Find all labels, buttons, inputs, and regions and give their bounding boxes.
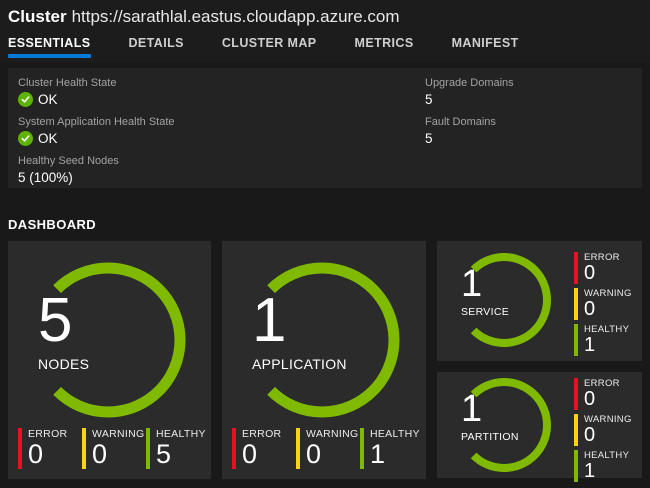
error-label: ERROR bbox=[584, 378, 620, 389]
upgrade-domains-field: Upgrade Domains 5 bbox=[425, 77, 514, 107]
healthy-count: 5 bbox=[156, 439, 172, 469]
warning-count: 0 bbox=[306, 439, 322, 469]
healthy-label: HEALTHY bbox=[584, 450, 630, 461]
healthy-count: 1 bbox=[584, 334, 596, 356]
field-value: 5 bbox=[425, 92, 433, 107]
error-label: ERROR bbox=[242, 428, 282, 440]
nodes-gauge-ring-icon bbox=[53, 262, 186, 418]
field-value: OK bbox=[38, 131, 58, 146]
partition-gauge-ring-icon bbox=[470, 378, 552, 472]
application-count: 1 bbox=[252, 286, 287, 355]
application-gauge-ring-icon bbox=[267, 262, 400, 418]
healthy-count: 1 bbox=[370, 439, 386, 469]
cluster-url: https://sarathlal.eastus.cloudapp.azure.… bbox=[71, 7, 400, 26]
application-label: APPLICATION bbox=[252, 356, 347, 372]
field-value: OK bbox=[38, 92, 58, 107]
cluster-health-field: Cluster Health State OK bbox=[18, 77, 175, 107]
warning-legend-item: WARNING 0 bbox=[574, 288, 632, 320]
error-count: 0 bbox=[584, 388, 596, 410]
nodes-tile[interactable]: 5 NODES ERROR 0 WARNING 0 HEALTHY 5 bbox=[8, 241, 211, 479]
error-label: ERROR bbox=[584, 252, 620, 263]
seed-nodes-field: Healthy Seed Nodes 5 (100%) bbox=[18, 155, 175, 185]
field-label: Healthy Seed Nodes bbox=[18, 155, 119, 167]
error-legend-item: ERROR 0 bbox=[574, 378, 632, 410]
healthy-count: 1 bbox=[584, 460, 596, 482]
warning-count: 0 bbox=[92, 439, 108, 469]
service-count: 1 bbox=[461, 263, 483, 305]
error-label: ERROR bbox=[28, 428, 68, 440]
service-label: SERVICE bbox=[461, 306, 510, 318]
page-title: Cluster bbox=[8, 7, 67, 26]
warning-legend-item: WARNING 0 bbox=[296, 428, 360, 469]
error-count: 0 bbox=[584, 262, 596, 284]
nodes-count: 5 bbox=[38, 286, 73, 355]
window-header: Cluster https://sarathlal.eastus.cloudapp… bbox=[0, 0, 650, 30]
error-count: 0 bbox=[242, 439, 258, 469]
warning-legend-item: WARNING 0 bbox=[82, 428, 146, 469]
tab-essentials[interactable]: ESSENTIALS bbox=[8, 30, 91, 58]
dashboard-heading: DASHBOARD bbox=[8, 217, 97, 232]
ok-check-icon bbox=[18, 131, 33, 146]
field-label: Cluster Health State bbox=[18, 77, 117, 89]
error-count: 0 bbox=[28, 439, 44, 469]
partition-tile[interactable]: 1 PARTITION ERROR 0 WARNING 0 HEALTHY 1 bbox=[437, 372, 642, 482]
field-label: Fault Domains bbox=[425, 116, 496, 128]
error-legend-item: ERROR 0 bbox=[574, 252, 632, 284]
warning-label: WARNING bbox=[584, 414, 632, 425]
application-tile[interactable]: 1 APPLICATION ERROR 0 WARNING 0 HEALTHY … bbox=[222, 241, 426, 479]
tab-manifest[interactable]: MANIFEST bbox=[451, 36, 519, 50]
field-label: System Application Health State bbox=[18, 116, 175, 128]
error-legend-item: ERROR 0 bbox=[232, 428, 296, 469]
healthy-label: HEALTHY bbox=[156, 428, 206, 440]
ok-check-icon bbox=[18, 92, 33, 107]
field-value: 5 bbox=[425, 131, 433, 146]
healthy-label: HEALTHY bbox=[584, 324, 630, 335]
field-value: 5 (100%) bbox=[18, 170, 73, 185]
fault-domains-field: Fault Domains 5 bbox=[425, 116, 514, 146]
healthy-legend-item: HEALTHY 5 bbox=[146, 428, 210, 469]
healthy-legend-item: HEALTHY 1 bbox=[574, 450, 632, 482]
partition-count: 1 bbox=[461, 388, 483, 430]
tab-details[interactable]: DETAILS bbox=[128, 36, 184, 50]
tab-bar: ESSENTIALS DETAILS CLUSTER MAP METRICS M… bbox=[0, 30, 650, 62]
warning-label: WARNING bbox=[584, 288, 632, 299]
nodes-label: NODES bbox=[38, 356, 90, 372]
healthy-legend-item: HEALTHY 1 bbox=[360, 428, 424, 469]
warning-label: WARNING bbox=[306, 428, 359, 440]
system-app-health-field: System Application Health State OK bbox=[18, 116, 175, 146]
service-tile[interactable]: 1 SERVICE ERROR 0 WARNING 0 HEALTHY 1 bbox=[437, 241, 642, 361]
error-legend-item: ERROR 0 bbox=[18, 428, 82, 469]
service-gauge-ring-icon bbox=[470, 253, 552, 347]
partition-label: PARTITION bbox=[461, 431, 519, 443]
field-label: Upgrade Domains bbox=[425, 77, 514, 89]
warning-legend-item: WARNING 0 bbox=[574, 414, 632, 446]
healthy-label: HEALTHY bbox=[370, 428, 420, 440]
tab-metrics[interactable]: METRICS bbox=[354, 36, 414, 50]
tab-cluster-map[interactable]: CLUSTER MAP bbox=[221, 36, 317, 50]
warning-label: WARNING bbox=[92, 428, 145, 440]
warning-count: 0 bbox=[584, 424, 596, 446]
essentials-panel: Cluster Health State OK System Applicati… bbox=[8, 68, 642, 188]
warning-count: 0 bbox=[584, 298, 596, 320]
healthy-legend-item: HEALTHY 1 bbox=[574, 324, 632, 356]
